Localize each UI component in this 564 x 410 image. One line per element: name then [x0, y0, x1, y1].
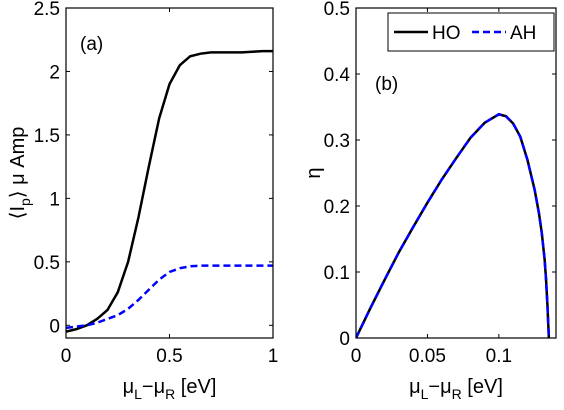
series-ho-line — [66, 49, 273, 333]
legend-label-ho: HO — [432, 23, 461, 44]
y-tick-label: 0 — [49, 316, 60, 337]
y-tick-label: 1 — [49, 189, 60, 210]
y-axis-label: ⟨Ip​⟩ μ Amp — [7, 127, 33, 220]
y-tick-label: 1.5 — [34, 126, 60, 147]
series-ah-line — [356, 112, 551, 338]
y-tick-label: 2 — [49, 62, 60, 83]
x-tick-label: 0.05 — [409, 346, 446, 367]
x-tick-label: 1 — [268, 346, 279, 367]
axes-frame — [65, 7, 274, 339]
x-axis-label: μL​−μR​ [eV] — [123, 376, 217, 402]
y-tick-label: 0.3 — [324, 131, 350, 152]
panel-b: 0 0.05 0.1 0 0.1 0.2 0.3 0.4 0.5 (b) μL​−μR​ [eV] η… — [303, 0, 557, 402]
y-tick-label: 0.5 — [324, 0, 350, 20]
x-tick-label: 0 — [351, 346, 362, 367]
x-tick-label: 0 — [61, 346, 72, 367]
y-tick-label: 0.2 — [324, 197, 350, 218]
series-ho-line — [356, 112, 551, 338]
panel-label: (b) — [375, 74, 398, 95]
x-tick-label: 0.5 — [156, 346, 182, 367]
legend-label-ah: AH — [510, 23, 536, 44]
axes-frame — [355, 7, 557, 339]
y-tick-label: 0.1 — [324, 263, 350, 284]
x-tick-label: 0.1 — [486, 346, 512, 367]
y-tick-label: 0.4 — [324, 65, 351, 86]
x-axis-label: μL​−μR​ [eV] — [409, 376, 503, 402]
y-tick-label: 0.5 — [34, 253, 60, 274]
y-tick-label: 0 — [339, 329, 350, 350]
legend: HO AH — [387, 12, 555, 52]
panel-a: 0 0.5 1 0 0.5 1 1.5 2 2.5 (a) μL​−μR​ [eV] ⟨Ip​⟩ μ … — [7, 0, 278, 402]
y-tick-label: 2.5 — [34, 0, 60, 20]
panel-label: (a) — [80, 34, 103, 55]
series-ah-line — [66, 264, 273, 330]
y-axis-label: η — [303, 167, 325, 178]
